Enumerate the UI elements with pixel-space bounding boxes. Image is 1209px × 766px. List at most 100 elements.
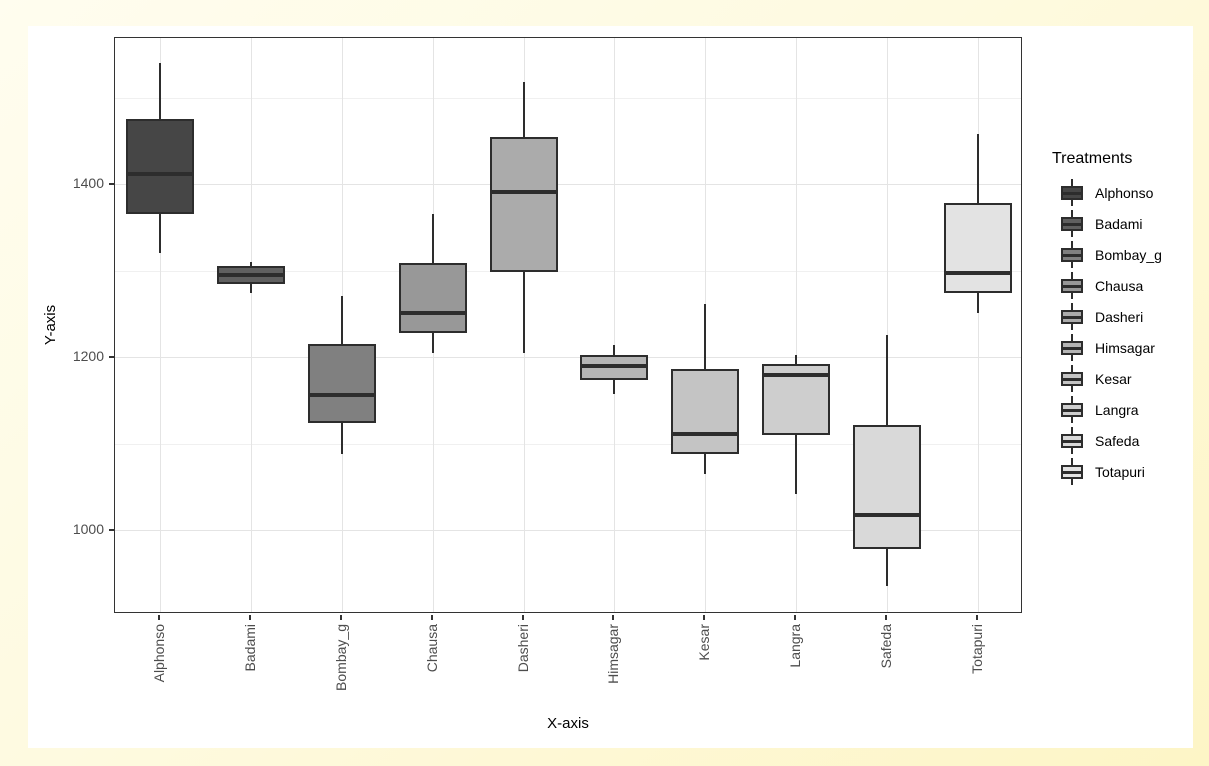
boxplot-box-Safeda xyxy=(852,425,921,550)
box-median-line xyxy=(489,189,558,194)
x-tick-label: Kesar xyxy=(696,624,713,661)
x-tick-label: Chausa xyxy=(423,624,440,673)
x-tick-mark xyxy=(340,614,342,620)
x-tick-label: Alphonso xyxy=(151,624,168,683)
y-tick-label: 1200 xyxy=(72,348,104,365)
plot-figure: 1000 1200 1400 Alphonso Badami Bombay_g Chausa… xyxy=(28,26,1193,748)
legend-key-median xyxy=(1061,316,1083,319)
legend-key-median xyxy=(1061,192,1083,195)
legend-item-Bombay_g: Bombay_g xyxy=(1050,239,1192,270)
x-tick-mark xyxy=(703,614,706,620)
legend-item-Alphonso: Alphonso xyxy=(1050,177,1192,208)
x-tick-label: Himsagar xyxy=(605,624,622,684)
box-median-line xyxy=(671,432,740,437)
boxplot-key-icon xyxy=(1060,303,1084,330)
gridline-x xyxy=(251,38,253,612)
y-tick-label: 1400 xyxy=(72,175,104,192)
boxplot-key-icon xyxy=(1060,241,1084,268)
legend-item-Kesar: Kesar xyxy=(1050,363,1192,394)
box-median-line xyxy=(852,513,921,518)
x-tick-label: Dasheri xyxy=(514,624,531,673)
gridline-x xyxy=(977,38,979,612)
gridline-x xyxy=(614,38,616,612)
box-median-line xyxy=(398,311,467,316)
boxplot-key-icon xyxy=(1060,179,1084,206)
x-tick-label: Langra xyxy=(787,624,803,668)
boxplot-box-Kesar xyxy=(671,369,740,454)
legend-item-label: Badami xyxy=(1095,215,1143,232)
box-median-line xyxy=(762,373,830,378)
boxplot-key-icon xyxy=(1060,334,1084,361)
legend-key-median xyxy=(1061,254,1083,257)
gridline-major xyxy=(115,357,1021,359)
boxplot-key-icon xyxy=(1060,210,1084,237)
y-tick-label: 1000 xyxy=(72,521,104,538)
legend-key-median xyxy=(1061,440,1083,443)
boxplot-key-icon xyxy=(1060,396,1084,423)
boxplot-box-Chausa xyxy=(398,262,467,333)
x-tick-mark xyxy=(612,614,615,620)
legend-item-Totapuri: Totapuri xyxy=(1050,456,1192,487)
x-tick-label: Badami xyxy=(242,624,259,672)
legend-item-Himsagar: Himsagar xyxy=(1050,332,1192,363)
x-axis-title: X-axis xyxy=(547,715,589,732)
y-tick-mark xyxy=(109,529,114,532)
box-median-line xyxy=(126,171,195,176)
boxplot-key-icon xyxy=(1060,458,1084,485)
box-median-line xyxy=(308,393,376,398)
legend-item-Chausa: Chausa xyxy=(1050,270,1192,301)
legend-key-median xyxy=(1061,223,1083,226)
legend-item-Badami: Badami xyxy=(1050,208,1192,239)
legend-key-median xyxy=(1061,378,1083,381)
box-median-line xyxy=(217,272,286,277)
legend-key-median xyxy=(1061,471,1083,474)
legend-item-label: Alphonso xyxy=(1095,184,1154,201)
x-tick-mark xyxy=(794,614,796,620)
gridline-minor xyxy=(115,270,1021,272)
x-tick-label: Totapuri xyxy=(968,624,985,674)
gridline-major xyxy=(115,530,1021,532)
legend-item-label: Himsagar xyxy=(1095,339,1155,356)
legend-item-label: Langra xyxy=(1095,401,1139,418)
legend-item-label: Dasheri xyxy=(1095,308,1144,325)
legend-item-label: Safeda xyxy=(1095,432,1140,449)
boxplot-key-icon xyxy=(1060,365,1084,392)
x-tick-mark xyxy=(430,614,433,620)
x-tick-label: Safeda xyxy=(877,624,894,669)
legend-item-Safeda: Safeda xyxy=(1050,425,1192,456)
gridline-major xyxy=(115,184,1021,186)
legend-item-label: Kesar xyxy=(1095,370,1132,387)
boxplot-box-Langra xyxy=(762,364,830,435)
box-median-line xyxy=(943,271,1012,276)
plot-panel xyxy=(114,37,1022,613)
boxplot-box-Badami xyxy=(217,266,286,285)
y-axis-title: Y-axis xyxy=(42,304,59,346)
y-tick-mark xyxy=(109,183,114,186)
legend-key-median xyxy=(1061,285,1083,288)
gridline-minor xyxy=(115,97,1021,99)
x-tick-mark xyxy=(521,614,524,620)
x-tick-mark xyxy=(884,614,887,620)
legend: Treatments Alphonso Badami Bombay_g Chausa D… xyxy=(1050,150,1192,487)
legend-item-label: Chausa xyxy=(1095,277,1144,294)
gridline-x xyxy=(886,38,888,612)
legend-key-median xyxy=(1061,409,1083,412)
gridline-x xyxy=(160,38,162,612)
legend-item-Langra: Langra xyxy=(1050,394,1192,425)
y-tick-mark xyxy=(109,356,114,359)
x-tick-mark xyxy=(158,614,161,620)
x-tick-mark xyxy=(249,614,252,620)
gridline-minor xyxy=(115,443,1021,445)
boxplot-box-Himsagar xyxy=(580,354,649,380)
x-tick-mark xyxy=(975,614,978,620)
boxplot-key-icon xyxy=(1060,272,1084,299)
boxplot-box-Alphonso xyxy=(126,119,195,214)
boxplot-box-Dasheri xyxy=(489,136,558,272)
legend-item-Dasheri: Dasheri xyxy=(1050,301,1192,332)
boxplot-box-Bombay_g xyxy=(308,344,376,423)
legend-key-median xyxy=(1061,347,1083,350)
boxplot-box-Totapuri xyxy=(943,203,1012,294)
legend-item-label: Totapuri xyxy=(1095,463,1145,480)
x-tick-label: Bombay_g xyxy=(333,624,349,691)
legend-items: Alphonso Badami Bombay_g Chausa Dasheri Himsa… xyxy=(1050,177,1192,487)
